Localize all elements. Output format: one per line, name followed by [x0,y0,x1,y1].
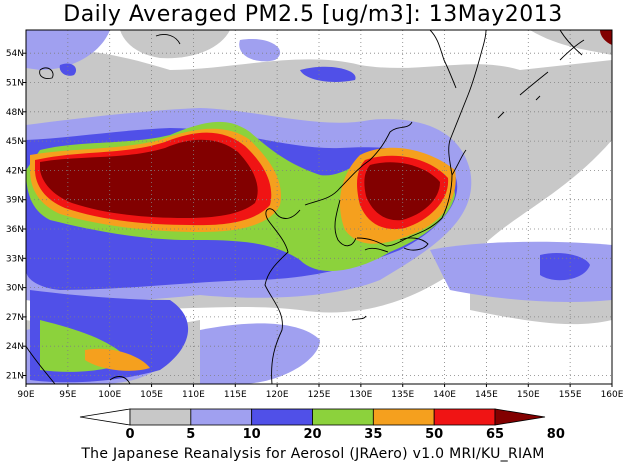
colorbar-swatch [190,408,253,426]
lon-tick-label: 115E [224,390,247,400]
colorbar-swatch [129,408,192,426]
lat-tick-label: 48N [6,108,24,118]
lat-tick-label: 39N [6,196,24,206]
lat-tick-label: 27N [6,313,24,323]
lon-tick-label: 155E [559,390,582,400]
latitude-axis: 21N 24N 27N 30N 33N 36N 39N 42N 45N 48N 51N 54N [6,49,26,382]
colorbar-swatch [494,408,546,426]
colorbar-swatch [312,408,374,426]
lat-tick-label: 30N [6,284,24,294]
colorbar-label: 50 [425,427,443,442]
lon-tick-label: 100E [98,390,121,400]
lat-tick-label: 24N [6,342,24,352]
credit-line: The Japanese Reanalysis for Aerosol (JRA… [81,446,545,462]
colorbar-swatch [372,408,435,426]
map-title: Daily Averaged PM2.5 [ug/m3]: 13May2013 [63,2,563,27]
lon-tick-label: 105E [140,390,163,400]
colorbar-label: 5 [186,427,195,442]
lat-tick-label: 36N [6,225,24,235]
lon-tick-label: 120E [266,390,289,400]
lon-tick-label: 150E [517,390,540,400]
lat-tick-label: 54N [6,49,24,59]
colorbar-label: 10 [243,427,261,442]
lon-tick-label: 145E [475,390,498,400]
lon-tick-label: 130E [349,390,372,400]
lon-tick-label: 125E [308,390,331,400]
lat-tick-label: 21N [6,372,24,382]
lat-tick-label: 33N [6,254,24,264]
concentration-field [26,30,612,384]
lon-tick-label: 160E [601,390,624,400]
lat-tick-label: 42N [6,166,24,176]
lat-tick-label: 45N [6,137,24,147]
lat-tick-label: 51N [6,79,24,89]
lon-tick-label: 135E [391,390,414,400]
lon-tick-label: 110E [182,390,205,400]
colorbar: 0 5 10 20 35 50 65 80 [79,408,565,442]
lon-tick-label: 95E [59,390,76,400]
colorbar-label: 80 [547,427,565,442]
coastlines [26,30,585,384]
colorbar-label: 65 [486,427,504,442]
colorbar-label: 20 [303,427,321,442]
colorbar-swatch [79,408,131,426]
lon-tick-label: 140E [433,390,456,400]
colorbar-label: 0 [125,427,134,442]
longitude-axis: 90E 95E 100E 105E 110E 115E 120E 125E 130E 135E 14… [17,384,624,400]
lon-tick-label: 90E [17,390,34,400]
graticule [26,30,612,384]
colorbar-label: 35 [364,427,382,442]
colorbar-swatch [433,408,496,426]
colorbar-swatch [251,408,313,426]
